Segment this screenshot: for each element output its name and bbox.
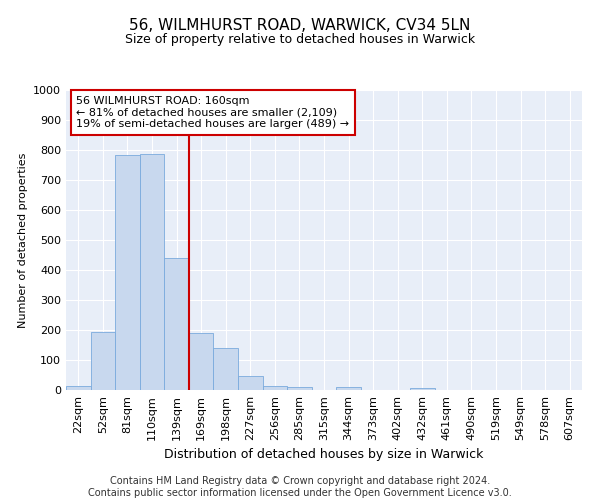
Text: 56 WILMHURST ROAD: 160sqm
← 81% of detached houses are smaller (2,109)
19% of se: 56 WILMHURST ROAD: 160sqm ← 81% of detac… [76, 96, 349, 129]
Bar [91, 332, 115, 390]
Bar [410, 388, 434, 390]
Bar [214, 348, 238, 390]
Bar [287, 387, 312, 390]
Bar [336, 387, 361, 390]
Bar [164, 258, 189, 390]
X-axis label: Distribution of detached houses by size in Warwick: Distribution of detached houses by size … [164, 448, 484, 462]
Bar [263, 386, 287, 390]
Y-axis label: Number of detached properties: Number of detached properties [17, 152, 28, 328]
Text: 56, WILMHURST ROAD, WARWICK, CV34 5LN: 56, WILMHURST ROAD, WARWICK, CV34 5LN [130, 18, 470, 32]
Text: Contains HM Land Registry data © Crown copyright and database right 2024.
Contai: Contains HM Land Registry data © Crown c… [88, 476, 512, 498]
Bar [238, 376, 263, 390]
Bar [140, 154, 164, 390]
Bar [115, 155, 140, 390]
Bar [189, 333, 214, 390]
Text: Size of property relative to detached houses in Warwick: Size of property relative to detached ho… [125, 32, 475, 46]
Bar [66, 386, 91, 390]
